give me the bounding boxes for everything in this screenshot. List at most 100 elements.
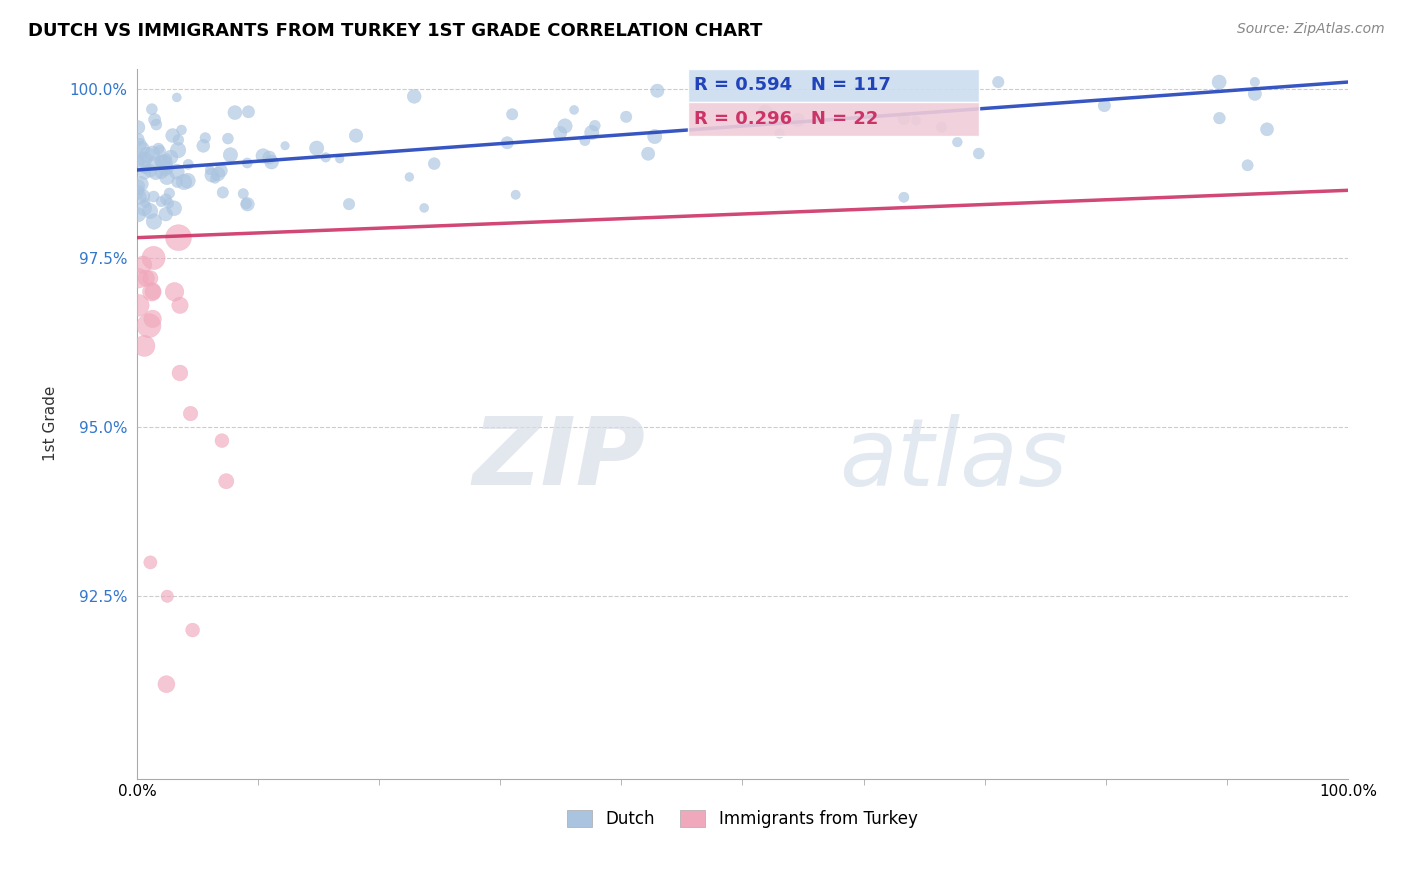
Point — [134, 166, 156, 180]
Point — [156, 170, 179, 185]
Point — [141, 102, 163, 116]
Point — [142, 189, 165, 203]
Point — [142, 285, 165, 299]
Point — [236, 156, 259, 170]
Point — [177, 174, 200, 188]
Point — [155, 207, 177, 221]
Point — [209, 163, 232, 178]
Point — [157, 196, 180, 211]
Point — [236, 197, 259, 211]
Point — [167, 143, 190, 157]
Point — [127, 271, 149, 285]
Point — [496, 136, 519, 150]
Point — [127, 298, 149, 312]
Text: atlas: atlas — [839, 414, 1067, 505]
Point — [138, 318, 160, 333]
Point — [946, 135, 969, 149]
Point — [136, 147, 159, 161]
Point — [132, 189, 155, 203]
Point — [127, 208, 149, 222]
Point — [329, 152, 352, 166]
Point — [134, 195, 156, 210]
Point — [404, 89, 426, 103]
Point — [139, 204, 162, 219]
Point — [150, 165, 173, 179]
Point — [148, 142, 170, 156]
Point — [145, 118, 167, 132]
Point — [169, 298, 191, 312]
Point — [562, 103, 585, 117]
Point — [128, 183, 150, 197]
Point — [143, 112, 166, 127]
Point — [344, 128, 367, 143]
Point — [581, 126, 603, 140]
Point — [145, 166, 167, 180]
Point — [134, 161, 156, 175]
Point — [252, 149, 274, 163]
Point — [501, 107, 523, 121]
Point — [167, 230, 190, 244]
Point — [155, 192, 177, 206]
Point — [127, 179, 149, 194]
Point — [141, 146, 163, 161]
Point — [129, 177, 152, 191]
Point — [232, 186, 254, 201]
Legend: Dutch, Immigrants from Turkey: Dutch, Immigrants from Turkey — [561, 803, 924, 835]
Point — [754, 105, 776, 120]
Text: DUTCH VS IMMIGRANTS FROM TURKEY 1ST GRADE CORRELATION CHART: DUTCH VS IMMIGRANTS FROM TURKEY 1ST GRAD… — [28, 22, 762, 40]
Point — [211, 186, 233, 200]
Point — [274, 138, 297, 153]
Point — [173, 175, 195, 189]
Point — [139, 556, 162, 570]
Point — [1208, 111, 1230, 125]
Point — [181, 623, 204, 637]
Point — [180, 407, 202, 421]
Point — [127, 120, 149, 135]
Point — [224, 105, 246, 120]
Point — [315, 150, 337, 164]
Point — [583, 119, 606, 133]
Point — [129, 151, 152, 165]
Point — [238, 104, 260, 119]
Y-axis label: 1st Grade: 1st Grade — [44, 386, 58, 461]
Point — [198, 163, 221, 178]
Bar — [688, 69, 979, 103]
Text: Source: ZipAtlas.com: Source: ZipAtlas.com — [1237, 22, 1385, 37]
Point — [219, 148, 242, 162]
Point — [135, 271, 157, 285]
Point — [848, 79, 870, 94]
Point — [162, 128, 184, 143]
Point — [204, 171, 226, 186]
Point — [1236, 158, 1258, 172]
Point — [142, 251, 165, 265]
Point — [129, 137, 152, 152]
Point — [134, 339, 156, 353]
Point — [155, 163, 177, 178]
Point — [169, 366, 191, 380]
Point — [987, 75, 1010, 89]
Point — [149, 154, 172, 169]
Point — [160, 150, 183, 164]
Point — [893, 112, 915, 126]
Point — [904, 113, 927, 128]
Point — [260, 155, 283, 169]
Point — [398, 169, 420, 184]
Point — [645, 84, 668, 98]
Point — [167, 133, 190, 147]
Point — [150, 194, 173, 209]
Point — [614, 110, 637, 124]
Point — [163, 285, 186, 299]
Point — [142, 311, 165, 326]
Point — [156, 589, 179, 603]
Point — [134, 161, 156, 176]
Point — [423, 156, 446, 170]
Point — [127, 154, 149, 169]
Point — [156, 152, 179, 166]
Point — [128, 187, 150, 202]
Point — [142, 214, 165, 228]
Point — [128, 190, 150, 204]
Point — [155, 677, 177, 691]
Point — [1244, 87, 1267, 101]
Point — [153, 155, 176, 169]
Point — [893, 190, 915, 204]
